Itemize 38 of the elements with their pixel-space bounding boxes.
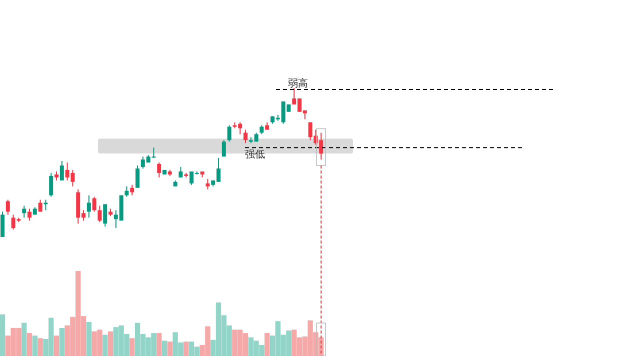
bar	[184, 342, 189, 356]
candlestick	[178, 166, 183, 178]
bar	[26, 333, 32, 356]
candlestick	[6, 199, 10, 216]
bar	[32, 336, 38, 356]
candlestick	[86, 194, 91, 218]
bar	[38, 338, 43, 356]
candlestick	[227, 124, 232, 142]
candlestick	[206, 178, 210, 190]
candlestick	[98, 205, 102, 223]
bar	[167, 342, 172, 356]
candlestick	[22, 205, 26, 218]
candlestick	[222, 140, 226, 158]
candlestick	[103, 204, 108, 228]
bar	[54, 336, 60, 356]
bar	[156, 333, 162, 356]
candlestick	[60, 160, 64, 181]
candlestick	[0, 211, 4, 238]
bar	[0, 314, 6, 356]
ref-line-label: 强低	[245, 150, 265, 161]
bar	[264, 333, 270, 356]
candlestick	[49, 172, 54, 198]
bar	[162, 340, 168, 356]
candlestick	[44, 199, 48, 211]
candlestick	[28, 208, 32, 222]
candlestick	[130, 184, 134, 196]
candlestick	[124, 186, 129, 198]
bar	[108, 331, 114, 356]
candlestick	[136, 164, 140, 188]
bar	[59, 328, 64, 356]
bar	[130, 338, 135, 356]
candlestick	[244, 129, 248, 144]
candlestick	[157, 162, 162, 178]
candlestick	[92, 196, 96, 212]
bar	[22, 322, 27, 356]
bar	[102, 334, 108, 356]
ref-line-label: 弱高	[288, 77, 308, 90]
bar	[86, 322, 92, 356]
